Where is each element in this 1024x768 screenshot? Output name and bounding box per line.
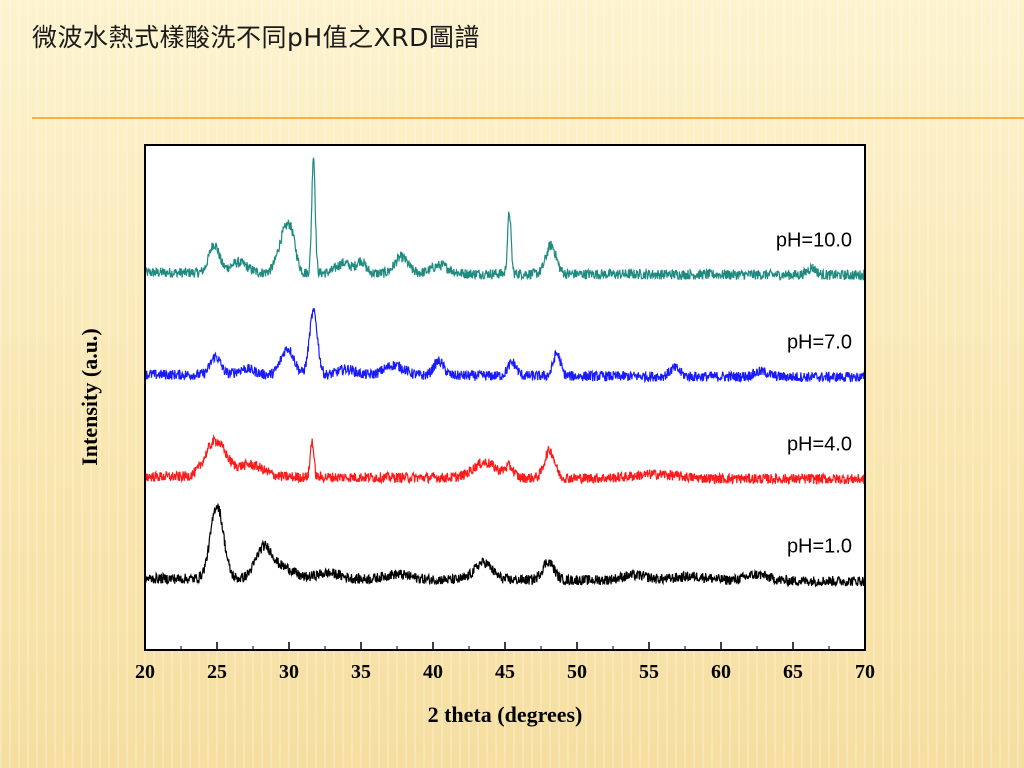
y-axis-title: Intensity (a.u.) xyxy=(77,328,102,466)
series-label-ph-7-0: pH=7.0 xyxy=(787,332,852,354)
series-label-ph-1-0: pH=1.0 xyxy=(787,536,852,558)
x-axis-ticks: 20 25 30 35 40 45 50 55 60 65 70 xyxy=(135,642,875,683)
trace-ph-7-0 xyxy=(144,308,866,384)
trace-ph-10-0 xyxy=(144,157,866,281)
trace-ph-4-0 xyxy=(144,434,866,486)
series-labels: pH=10.0 pH=7.0 pH=4.0 pH=1.0 xyxy=(776,230,852,558)
x-axis-title: 2 theta (degrees) xyxy=(428,702,583,727)
slide-title: 微波水熱式樣酸洗不同pH值之XRD圖譜 xyxy=(32,23,480,52)
series-label-ph-4-0: pH=4.0 xyxy=(787,434,852,456)
title-rule xyxy=(32,117,1024,119)
trace-ph-1-0 xyxy=(144,503,866,588)
x-tick-label-60: 60 xyxy=(711,661,731,683)
x-tick-label-70: 70 xyxy=(855,661,875,683)
x-tick-label-55: 55 xyxy=(639,661,659,683)
series-label-ph-10-0: pH=10.0 xyxy=(776,230,852,252)
x-tick-label-45: 45 xyxy=(495,661,515,683)
x-tick-label-25: 25 xyxy=(207,661,227,683)
traces xyxy=(144,157,866,588)
x-tick-label-50: 50 xyxy=(567,661,587,683)
plot-area xyxy=(145,145,865,650)
x-tick-label-40: 40 xyxy=(423,661,443,683)
x-tick-label-30: 30 xyxy=(279,661,299,683)
x-tick-label-35: 35 xyxy=(351,661,371,683)
x-tick-label-65: 65 xyxy=(783,661,803,683)
x-tick-label-20: 20 xyxy=(135,661,155,683)
